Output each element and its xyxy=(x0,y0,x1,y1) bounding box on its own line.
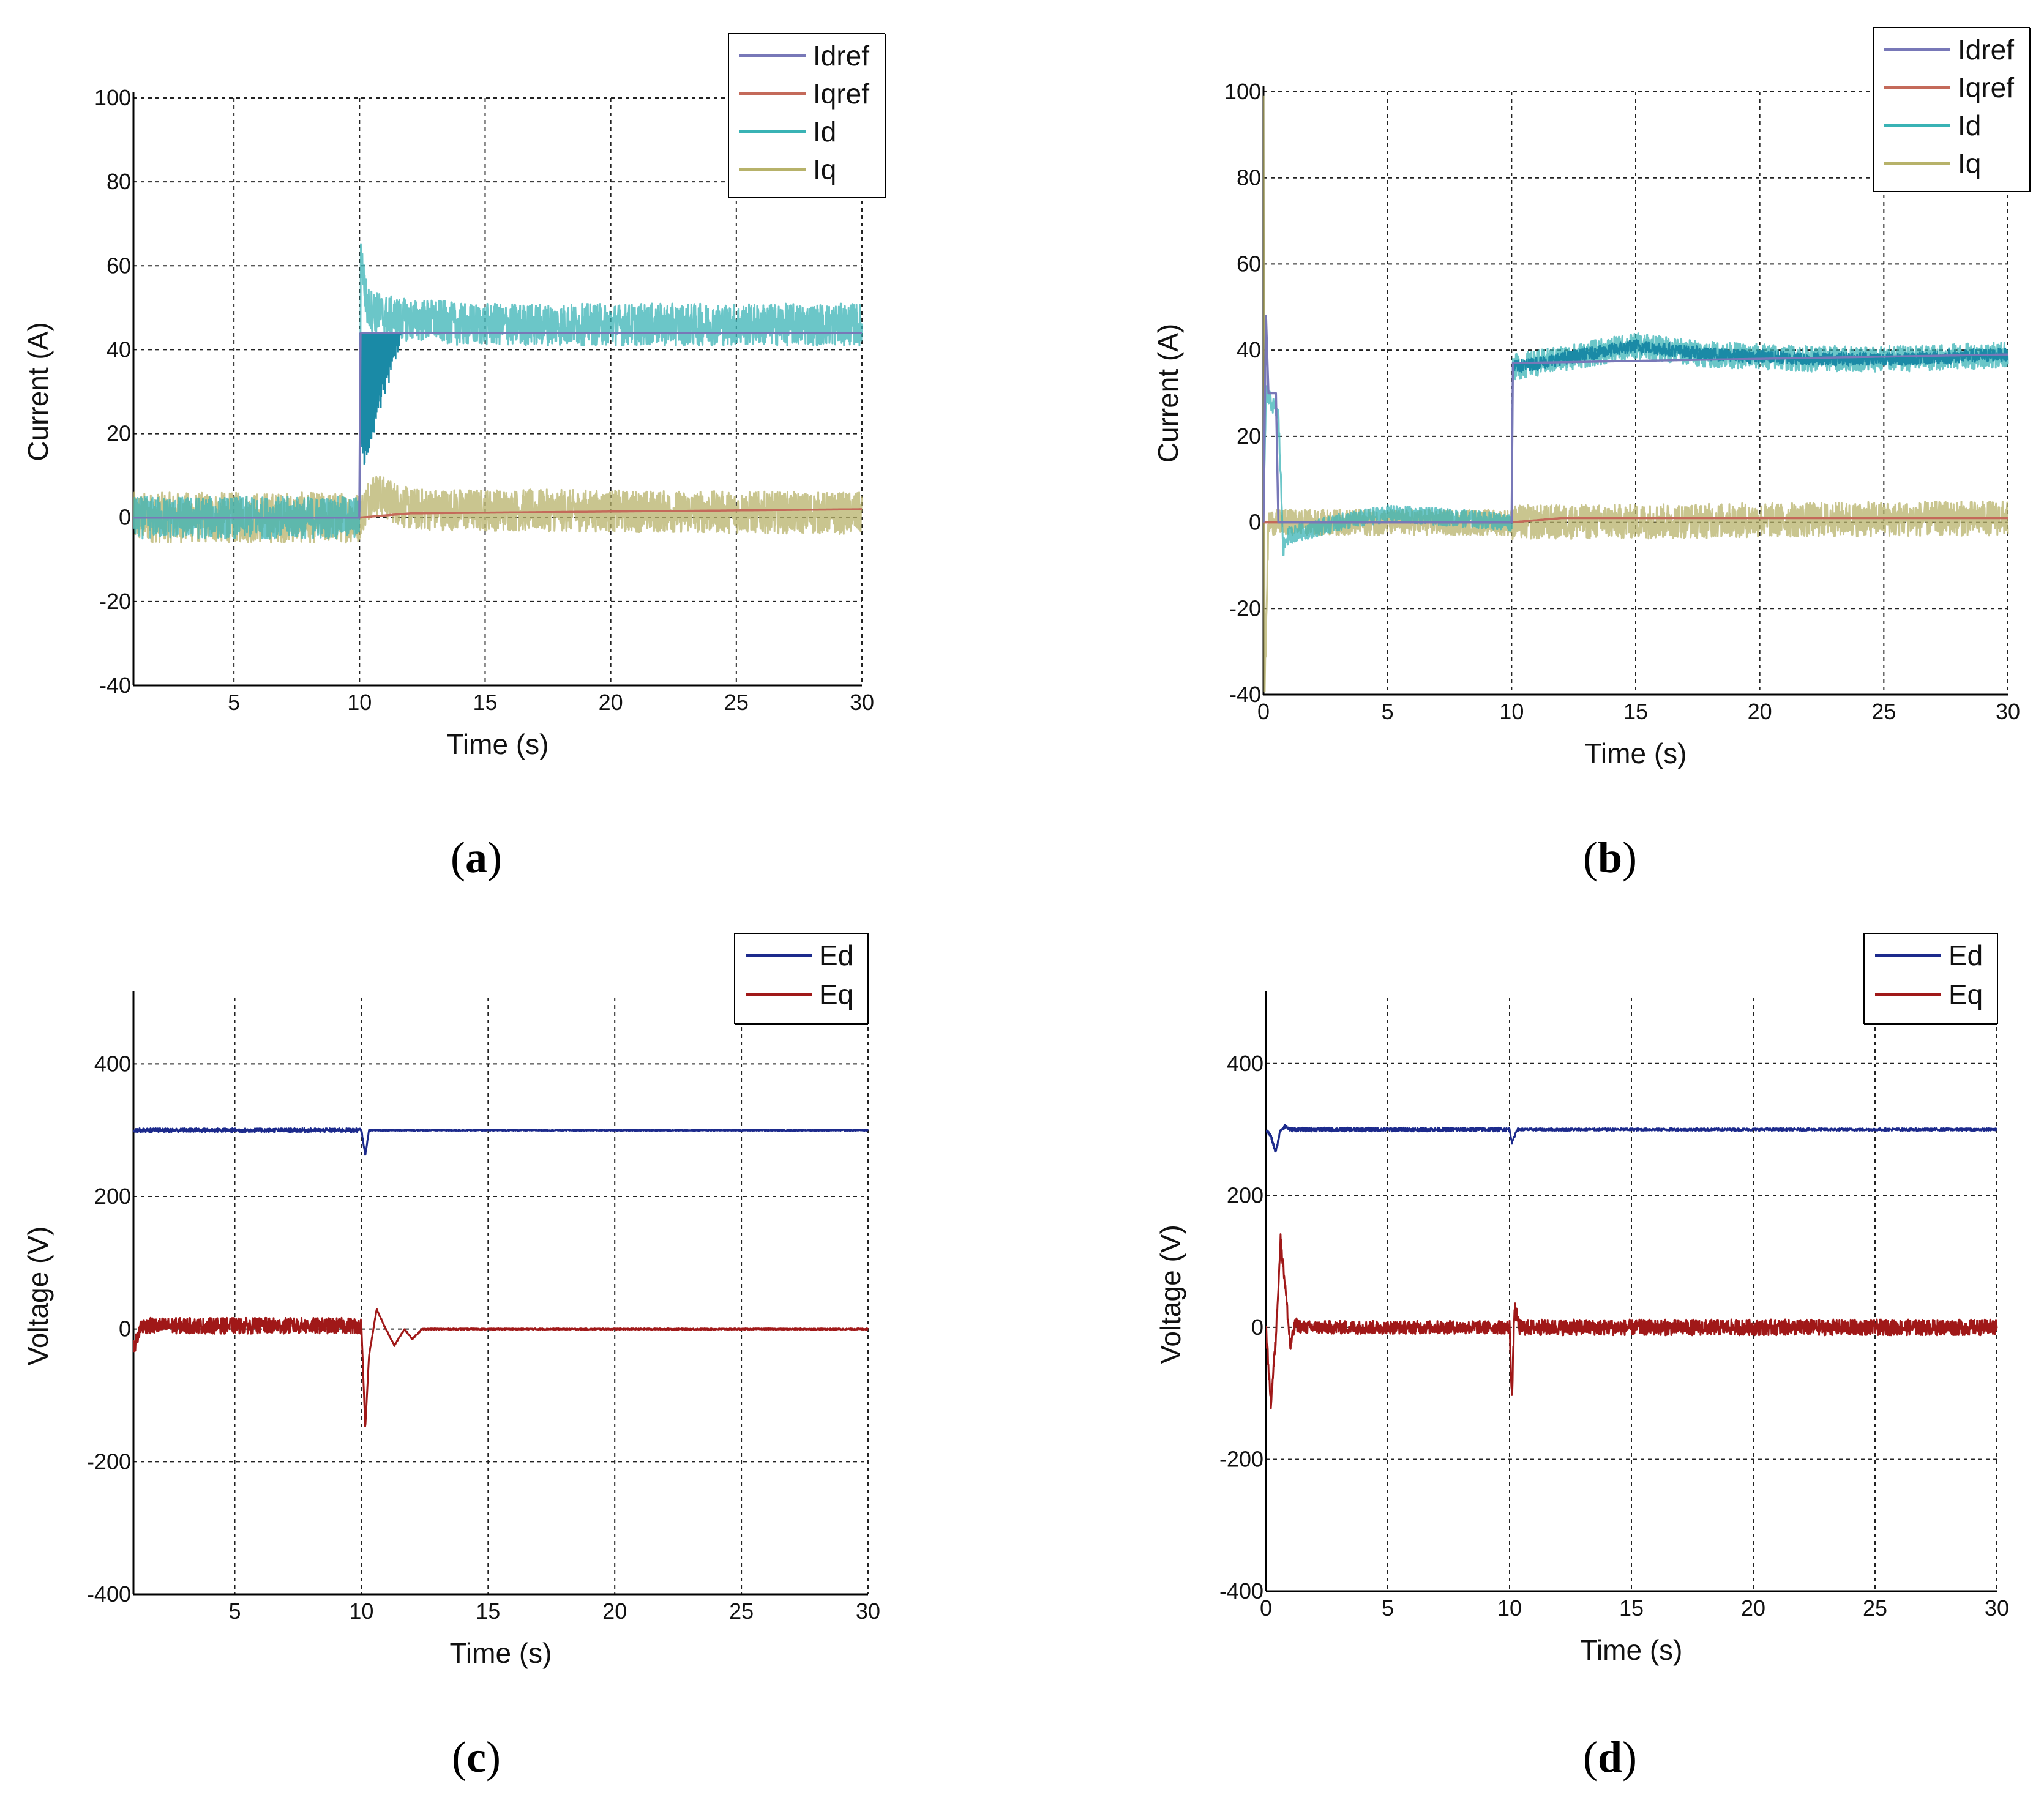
x-tick-label: 5 xyxy=(1382,1596,1394,1621)
x-tick-label: 30 xyxy=(856,1599,880,1624)
chart-b: 0 5 10 15 20 25 30 -40 -20 0 20 40 60 80 100 Time (s) Cu… xyxy=(1152,27,2031,882)
y-tick-label: 0 xyxy=(119,1316,131,1342)
y-tick-label: 200 xyxy=(1227,1182,1263,1208)
x-axis-title: Time (s) xyxy=(450,1637,552,1669)
x-tick-label: 5 xyxy=(228,690,240,715)
y-tick-label: -40 xyxy=(1229,682,1261,707)
y-tick-label: 0 xyxy=(119,505,131,530)
x-tick-label: 25 xyxy=(729,1599,754,1624)
x-tick-label: 15 xyxy=(1623,699,1648,724)
series-ed-line xyxy=(1266,1124,1998,1153)
y-tick-label: -400 xyxy=(87,1581,131,1607)
legend-label-eq: Eq xyxy=(1949,979,1983,1010)
x-tick-label: 15 xyxy=(476,1599,500,1624)
y-axis-title: Voltage (V) xyxy=(1155,1225,1186,1364)
legend-label-ed: Ed xyxy=(1949,939,1983,971)
y-tick-label: -400 xyxy=(1219,1578,1263,1603)
series-eq-line xyxy=(1266,1233,1998,1409)
y-tick-label: 200 xyxy=(94,1184,131,1209)
y-axis-title: Current (A) xyxy=(22,322,54,461)
legend: Idref Iqref Id Iq xyxy=(1873,27,2031,192)
y-tick-label: 100 xyxy=(1224,79,1261,104)
x-tick-label: 20 xyxy=(1748,699,1772,724)
x-tick-label: 25 xyxy=(1863,1596,1887,1621)
series-idref-line xyxy=(1263,315,2008,524)
y-tick-label: 400 xyxy=(1227,1051,1263,1076)
legend-label-iq: Iq xyxy=(813,154,836,185)
x-tick-label: 30 xyxy=(850,690,874,715)
x-tick-label: 20 xyxy=(602,1599,627,1624)
chart-d: 0 5 10 15 20 25 30 -400 -200 0 200 400 Time (s) Volta… xyxy=(1155,933,2009,1782)
x-tick-label: 25 xyxy=(724,690,749,715)
x-tick-label: 10 xyxy=(347,690,372,715)
plot-area xyxy=(133,1127,869,1428)
legend-label-id: Id xyxy=(813,116,836,147)
y-tick-label: 60 xyxy=(107,253,131,278)
legend-label-eq: Eq xyxy=(819,979,853,1010)
legend-label-iqref: Iqref xyxy=(813,78,869,110)
panel-label: (b) xyxy=(1583,833,1637,882)
legend-label-id: Id xyxy=(1958,110,1981,141)
x-tick-label: 20 xyxy=(1741,1596,1765,1621)
x-tick-label: 20 xyxy=(599,690,623,715)
panel-label: (a) xyxy=(451,833,502,882)
legend-label-iq: Iq xyxy=(1958,147,1981,179)
y-tick-label: -200 xyxy=(1219,1446,1263,1471)
x-tick-label: 30 xyxy=(1985,1596,2009,1621)
y-tick-label: -200 xyxy=(87,1449,131,1474)
y-tick-label: 80 xyxy=(1237,165,1261,190)
x-tick-label: 30 xyxy=(1996,699,2020,724)
x-tick-label: 15 xyxy=(1619,1596,1644,1621)
x-tick-label: 10 xyxy=(1499,699,1524,724)
x-tick-label: 5 xyxy=(1382,699,1394,724)
y-tick-label: -20 xyxy=(1229,595,1261,621)
y-tick-label: 20 xyxy=(107,421,131,446)
y-tick-label: 0 xyxy=(1251,1315,1263,1340)
y-tick-label: 100 xyxy=(94,85,131,110)
x-axis-title: Time (s) xyxy=(447,728,549,760)
x-tick-label: 0 xyxy=(1260,1596,1272,1621)
legend-label-iqref: Iqref xyxy=(1958,72,2014,103)
y-axis-title: Current (A) xyxy=(1152,324,1184,463)
y-tick-label: 400 xyxy=(94,1051,131,1076)
y-tick-label: 60 xyxy=(1237,251,1261,276)
x-tick-label: 10 xyxy=(1497,1596,1522,1621)
chart-c: 5 10 15 20 25 30 -400 -200 0 200 400 Time (s) Voltag… xyxy=(22,933,880,1782)
y-tick-label: 40 xyxy=(1237,337,1261,362)
x-tick-label: 15 xyxy=(473,690,497,715)
x-tick-label: 25 xyxy=(1871,699,1896,724)
series-id-transient xyxy=(359,332,440,465)
legend-label-idref: Idref xyxy=(1958,34,2014,65)
x-tick-label: 0 xyxy=(1257,699,1270,724)
series-ed-line xyxy=(133,1127,869,1156)
legend: Ed Eq xyxy=(1863,933,1998,1025)
y-tick-label: 0 xyxy=(1249,510,1261,535)
plot-area xyxy=(133,243,863,544)
chart-a: 5 10 15 20 25 30 -40 -20 0 20 40 60 80 100 Time (s) Cur… xyxy=(22,33,886,882)
series-eq-line xyxy=(133,1308,869,1428)
plot-area xyxy=(1266,1124,1998,1409)
legend: Ed Eq xyxy=(734,933,869,1025)
panel-label: (d) xyxy=(1583,1733,1637,1782)
x-tick-label: 10 xyxy=(349,1599,373,1624)
panel-label: (c) xyxy=(452,1733,501,1782)
y-tick-label: 80 xyxy=(107,169,131,194)
legend: Idref Iqref Id Iq xyxy=(728,33,886,198)
y-axis-title: Voltage (V) xyxy=(22,1226,54,1366)
y-tick-label: 20 xyxy=(1237,424,1261,449)
series-id-core xyxy=(1511,338,2008,525)
y-tick-label: -40 xyxy=(99,673,131,698)
plot-area xyxy=(1263,95,2009,693)
x-axis-title: Time (s) xyxy=(1581,1634,1683,1666)
x-tick-label: 5 xyxy=(229,1599,241,1624)
y-tick-label: 40 xyxy=(107,337,131,362)
x-axis-title: Time (s) xyxy=(1585,737,1687,769)
legend-label-ed: Ed xyxy=(819,939,853,971)
y-tick-label: -20 xyxy=(99,589,131,614)
legend-label-idref: Idref xyxy=(813,40,869,72)
series-idref-line xyxy=(133,332,862,519)
